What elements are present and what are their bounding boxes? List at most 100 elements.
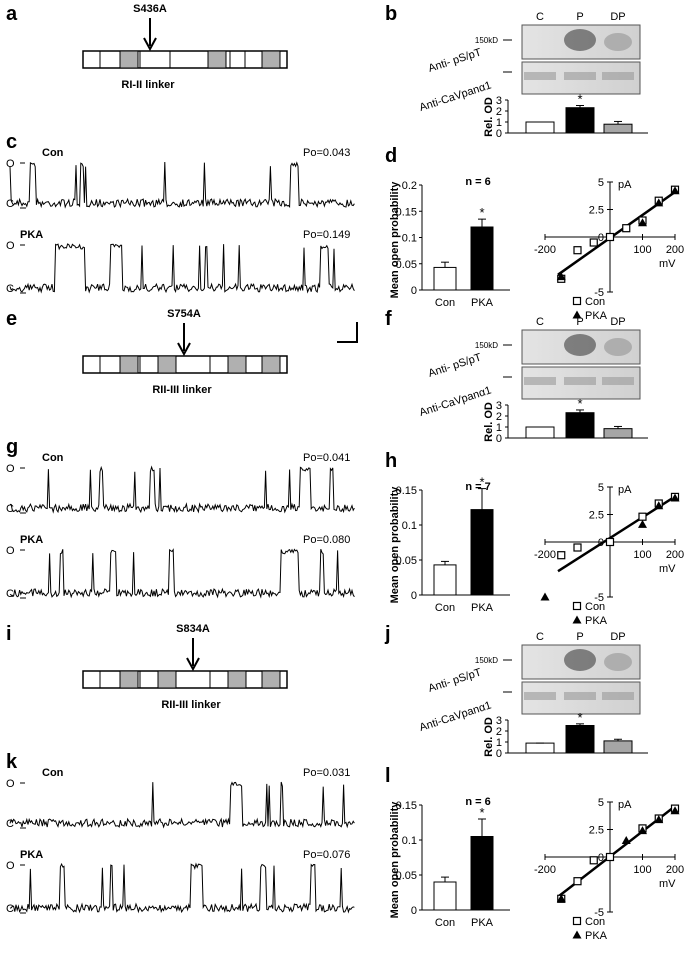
bar bbox=[565, 725, 595, 754]
data-point bbox=[573, 877, 582, 886]
n-annotation: n = 6 bbox=[465, 796, 490, 808]
panel-letter: d bbox=[385, 145, 397, 167]
x-tick-label: PKA bbox=[471, 917, 494, 929]
open-level-label: O bbox=[6, 240, 15, 252]
y-tick-label: 1 bbox=[496, 422, 502, 434]
bar bbox=[433, 266, 457, 291]
mutation-label: S834A bbox=[176, 623, 210, 635]
y-axis-unit: pA bbox=[618, 799, 632, 811]
y-tick-label: 0.05 bbox=[396, 870, 417, 882]
panel-letter: l bbox=[385, 765, 391, 787]
data-point bbox=[654, 501, 664, 510]
data-point bbox=[670, 806, 680, 815]
blot-band bbox=[564, 29, 596, 51]
y-tick-label: -5 bbox=[594, 287, 604, 299]
open-level-label: O bbox=[6, 860, 15, 872]
y-tick-label: -5 bbox=[594, 907, 604, 919]
data-point bbox=[573, 246, 582, 255]
y-tick-label: 0 bbox=[598, 232, 604, 244]
y-tick-label: 0.1 bbox=[402, 520, 417, 532]
closed-level-label: C bbox=[6, 198, 14, 210]
x-tick-label: PKA bbox=[471, 297, 494, 309]
y-tick-label: 2 bbox=[496, 106, 502, 118]
legend-marker bbox=[572, 310, 582, 319]
bar bbox=[433, 564, 457, 596]
y-axis-label: Rel. OD bbox=[483, 97, 495, 137]
y-tick-label: 2 bbox=[496, 411, 502, 423]
y-tick-label: 2.5 bbox=[589, 825, 604, 837]
bar bbox=[470, 836, 494, 911]
lane-label: DP bbox=[610, 631, 625, 643]
mutation-label: S436A bbox=[133, 3, 167, 15]
y-axis-label: Rel. OD bbox=[483, 402, 495, 442]
x-axis-unit: mV bbox=[659, 878, 676, 890]
significance-marker: * bbox=[479, 805, 484, 820]
current-trace bbox=[9, 243, 355, 294]
x-tick-label: 100 bbox=[633, 244, 651, 256]
current-trace bbox=[9, 548, 355, 599]
y-tick-label: 5 bbox=[598, 797, 604, 809]
y-axis-unit: pA bbox=[618, 179, 632, 191]
y-tick-label: 0 bbox=[411, 590, 417, 602]
x-axis-unit: mV bbox=[659, 258, 676, 270]
y-axis-label: Mean open probability bbox=[389, 801, 401, 919]
n-annotation: n = 7 bbox=[465, 481, 490, 493]
lane-label: C bbox=[536, 11, 544, 23]
legend-label: Con bbox=[585, 916, 605, 928]
n-annotation: n = 6 bbox=[465, 176, 490, 188]
data-point bbox=[670, 493, 680, 502]
transmembrane-domain bbox=[261, 355, 281, 374]
legend-label: PKA bbox=[585, 615, 608, 627]
blot-band bbox=[602, 72, 634, 80]
legend-marker bbox=[572, 296, 582, 306]
bar bbox=[565, 107, 595, 134]
bar bbox=[603, 428, 633, 439]
data-point bbox=[589, 856, 598, 865]
x-tick-label: -200 bbox=[534, 244, 556, 256]
y-tick-label: 0.05 bbox=[396, 259, 417, 271]
mutation-arrowhead bbox=[186, 657, 200, 672]
y-tick-label: 3 bbox=[496, 400, 502, 412]
y-axis-label: Rel. OD bbox=[483, 717, 495, 757]
antibody-label: Anti-CaVpanα1 bbox=[418, 79, 493, 114]
data-point bbox=[556, 272, 566, 281]
data-point bbox=[621, 836, 631, 844]
po-label: Po=0.031 bbox=[303, 767, 350, 779]
data-point bbox=[589, 238, 598, 247]
closed-level-label: C bbox=[6, 503, 14, 515]
antibody-label: Anti- pS/pT bbox=[427, 46, 483, 75]
transmembrane-domain bbox=[119, 355, 139, 374]
significance-marker: * bbox=[479, 205, 484, 220]
y-tick-label: 3 bbox=[496, 715, 502, 727]
data-point bbox=[638, 519, 647, 528]
transmembrane-domain bbox=[207, 50, 227, 69]
x-axis-unit: mV bbox=[659, 563, 676, 575]
open-level-label: O bbox=[6, 463, 15, 475]
panel-letter: f bbox=[385, 308, 392, 330]
data-point bbox=[557, 551, 566, 560]
lane-label: P bbox=[576, 631, 583, 643]
legend-label: Con bbox=[585, 296, 605, 308]
legend-marker bbox=[572, 615, 582, 624]
transmembrane-domain bbox=[227, 670, 247, 689]
blot-band bbox=[524, 72, 556, 80]
blot-band bbox=[602, 377, 634, 385]
lane-label: C bbox=[536, 316, 544, 328]
x-tick-label: 200 bbox=[666, 549, 684, 561]
bar bbox=[565, 412, 595, 439]
po-label: Po=0.080 bbox=[303, 534, 350, 546]
blot-band bbox=[524, 692, 556, 700]
panel-letter: i bbox=[6, 623, 12, 645]
mutation-arrowhead bbox=[143, 37, 157, 52]
lane-label: C bbox=[536, 631, 544, 643]
significance-marker: * bbox=[577, 92, 582, 107]
po-label: Po=0.076 bbox=[303, 849, 350, 861]
x-tick-label: 100 bbox=[633, 549, 651, 561]
y-tick-label: 0 bbox=[598, 852, 604, 864]
y-tick-label: 1 bbox=[496, 117, 502, 129]
bar bbox=[433, 881, 457, 911]
transmembrane-domain bbox=[157, 670, 177, 689]
condition-label: Con bbox=[42, 147, 64, 159]
panel-letter: e bbox=[6, 308, 17, 330]
scale-bar bbox=[337, 322, 358, 343]
